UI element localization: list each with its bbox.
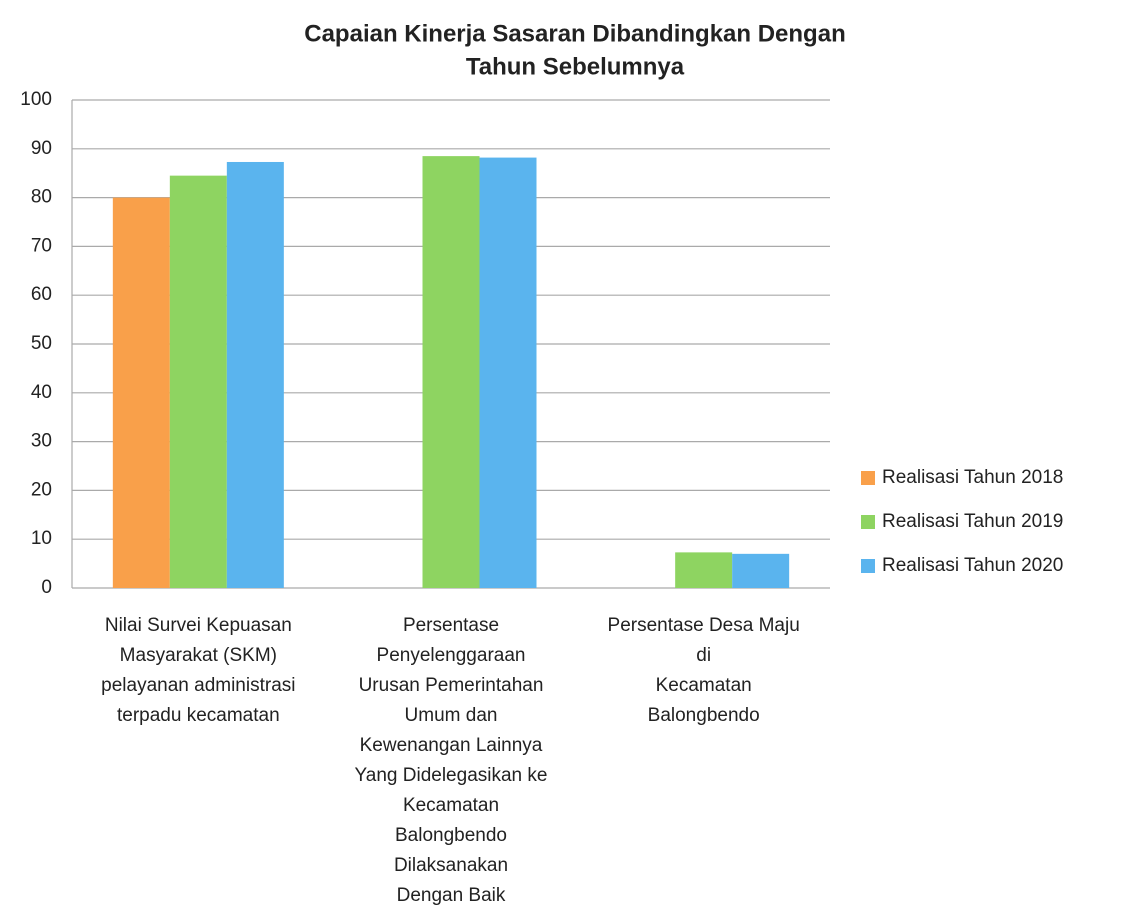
legend-swatch <box>861 471 875 485</box>
bar <box>422 156 480 588</box>
x-tick-label: Kecamatan <box>656 675 752 696</box>
x-tick-label: Kewenangan Lainnya <box>360 735 543 756</box>
x-tick-label: di <box>696 645 711 666</box>
legend-swatch <box>861 515 875 529</box>
x-tick-label: Urusan Pemerintahan <box>359 675 544 696</box>
y-tick-label: 60 <box>31 284 52 305</box>
bar <box>226 161 284 588</box>
x-tick-label: terpadu kecamatan <box>117 705 280 726</box>
x-tick-label: Kecamatan <box>403 795 499 816</box>
legend-label: Realisasi Tahun 2018 <box>882 467 1063 488</box>
x-tick-label: Umum dan <box>405 705 498 726</box>
bar <box>732 553 790 588</box>
chart-title: Tahun Sebelumnya <box>466 53 685 80</box>
x-tick-label: Nilai Survei Kepuasan <box>105 615 292 636</box>
x-tick-label: Yang Didelegasikan ke <box>355 765 548 786</box>
chart-title: Capaian Kinerja Sasaran Dibandingkan Den… <box>304 20 845 47</box>
legend-label: Realisasi Tahun 2019 <box>882 511 1063 532</box>
y-tick-label: 20 <box>31 479 52 500</box>
x-tick-label: Persentase Desa Maju <box>608 615 800 636</box>
bar <box>112 197 170 588</box>
y-tick-label: 100 <box>20 89 52 110</box>
y-tick-label: 10 <box>31 528 52 549</box>
x-tick-label: Masyarakat (SKM) <box>120 645 277 666</box>
bar <box>479 157 537 589</box>
y-tick-label: 50 <box>31 333 52 354</box>
x-tick-label: Dilaksanakan <box>394 855 508 876</box>
x-tick-label: Penyelenggaraan <box>377 645 526 666</box>
bar <box>675 552 733 588</box>
y-tick-label: 70 <box>31 235 52 256</box>
y-tick-label: 90 <box>31 138 52 159</box>
legend-label: Realisasi Tahun 2020 <box>882 555 1063 576</box>
y-tick-label: 30 <box>31 431 52 452</box>
y-tick-label: 0 <box>41 577 52 598</box>
x-tick-label: pelayanan administrasi <box>101 675 295 696</box>
y-tick-label: 80 <box>31 187 52 208</box>
x-tick-label: Persentase <box>403 615 499 636</box>
legend-swatch <box>861 559 875 573</box>
x-tick-label: Dengan Baik <box>397 885 506 906</box>
x-tick-label: Balongbendo <box>648 705 760 726</box>
y-tick-label: 40 <box>31 382 52 403</box>
bar <box>169 175 227 588</box>
x-tick-label: Balongbendo <box>395 825 507 846</box>
